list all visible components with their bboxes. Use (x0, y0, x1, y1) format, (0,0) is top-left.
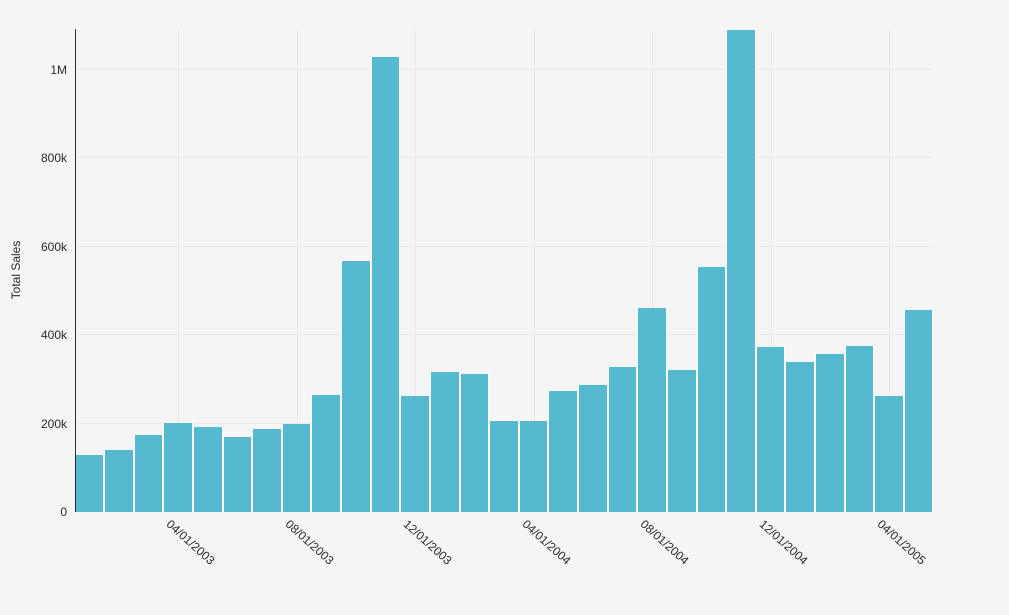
x-tick-label: 04/01/2003 (163, 517, 218, 568)
bar-01/01/2003[interactable] (74, 454, 105, 512)
x-tick-label: 04/01/2004 (519, 517, 574, 568)
bar-03/01/2003[interactable] (133, 434, 164, 512)
bar-11/01/2003[interactable] (370, 56, 401, 512)
vertical-gridline (770, 29, 772, 512)
bar-12/01/2004[interactable] (755, 347, 786, 512)
vertical-gridline (652, 29, 654, 512)
bar-08/01/2004[interactable] (637, 307, 667, 512)
x-tick-label: 08/01/2004 (637, 517, 692, 568)
bar-06/01/2003[interactable] (222, 437, 253, 512)
bar-12/01/2003[interactable] (400, 396, 430, 512)
bar-03/01/2004[interactable] (489, 421, 519, 512)
bar-04/01/2003[interactable] (163, 422, 193, 512)
bar-11/01/2004[interactable] (726, 30, 756, 512)
y-tick-label: 0 (60, 505, 67, 519)
y-tick-label: 400k (40, 328, 67, 343)
bar-09/01/2004[interactable] (666, 370, 697, 512)
bar-10/01/2004[interactable] (696, 267, 727, 512)
bar-08/01/2003[interactable] (281, 424, 312, 512)
vertical-gridline (296, 29, 298, 512)
y-axis-line (74, 29, 76, 512)
bar-02/01/2004[interactable] (459, 374, 490, 512)
vertical-gridline (178, 29, 180, 512)
bar-06/01/2004[interactable] (578, 385, 608, 512)
bar-04/01/2004[interactable] (518, 420, 549, 512)
y-tick-label: 800k (40, 151, 67, 166)
bar-10/01/2003[interactable] (341, 260, 371, 512)
bar-02/01/2005[interactable] (815, 353, 845, 512)
horizontal-gridline (74, 334, 934, 336)
y-tick-label: 600k (40, 239, 67, 254)
x-tick-label: 12/01/2004 (756, 517, 811, 568)
bar-03/01/2005[interactable] (844, 346, 875, 512)
bar-01/01/2004[interactable] (429, 371, 460, 512)
bar-07/01/2003[interactable] (252, 429, 282, 512)
bar-01/01/2005[interactable] (785, 361, 815, 512)
bar-04/01/2005[interactable] (874, 396, 904, 512)
plot-area[interactable] (74, 29, 934, 512)
horizontal-gridline (74, 245, 934, 247)
bar-09/01/2003[interactable] (311, 395, 342, 512)
vertical-gridline (415, 29, 417, 512)
bar-05/01/2003[interactable] (192, 426, 223, 512)
x-tick-label: 04/01/2005 (874, 517, 929, 568)
bar-05/01/2005[interactable] (903, 309, 934, 512)
bar-07/01/2004[interactable] (607, 367, 638, 512)
y-tick-label: 1M (50, 62, 67, 77)
horizontal-gridline (74, 68, 934, 70)
bar-02/01/2003[interactable] (104, 449, 134, 512)
vertical-gridline (889, 29, 891, 512)
vertical-gridline (533, 29, 535, 512)
horizontal-gridline (74, 157, 934, 159)
x-tick-label: 08/01/2003 (282, 517, 337, 568)
bar-05/01/2004[interactable] (548, 391, 579, 512)
y-tick-label: 200k (40, 416, 67, 431)
x-tick-label: 12/01/2003 (400, 517, 455, 568)
